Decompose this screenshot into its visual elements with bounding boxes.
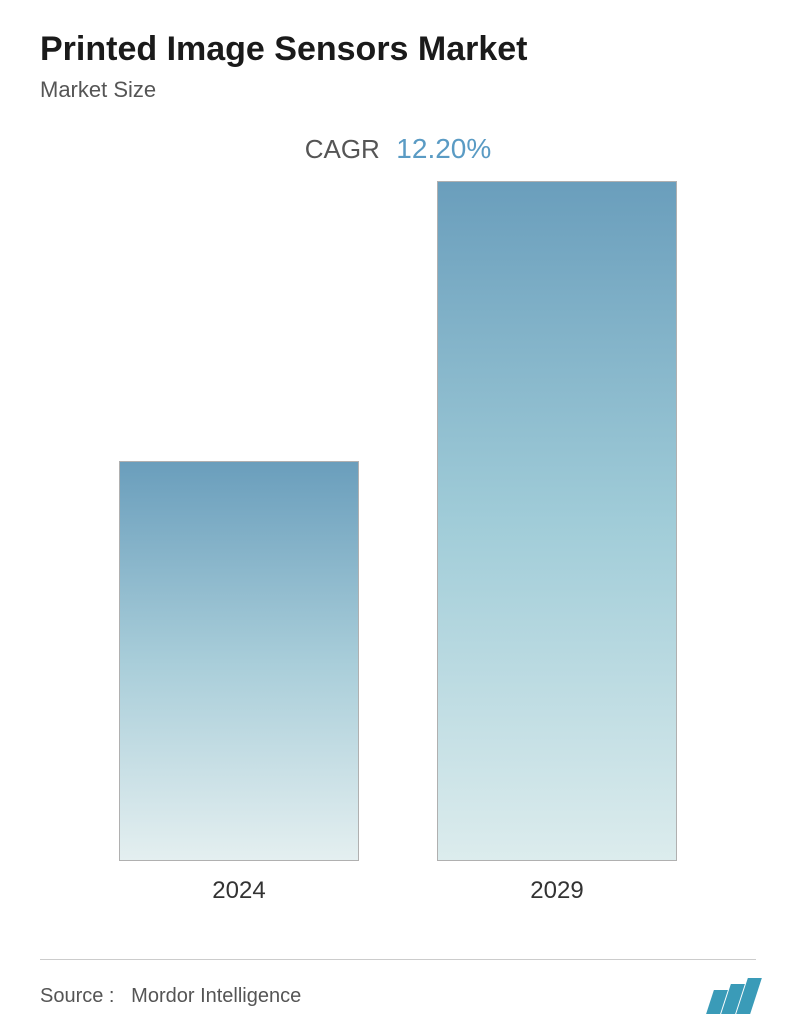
mordor-logo-icon	[710, 978, 756, 1014]
bar-2029	[437, 181, 677, 861]
source-name: Mordor Intelligence	[131, 985, 301, 1007]
bar-2024	[119, 461, 359, 861]
bar-chart: 2024 2029	[40, 205, 756, 905]
chart-subtitle: Market Size	[40, 77, 756, 103]
source-prefix: Source :	[40, 985, 114, 1007]
year-label-2024: 2024	[212, 877, 265, 905]
bar-group-2024: 2024	[119, 461, 359, 905]
cagr-row: CAGR 12.20%	[40, 133, 756, 165]
cagr-label: CAGR	[305, 134, 380, 164]
source-attribution: Source : Mordor Intelligence	[40, 985, 301, 1008]
chart-title: Printed Image Sensors Market	[40, 30, 756, 69]
cagr-value: 12.20%	[396, 133, 491, 164]
bar-group-2029: 2029	[437, 181, 677, 905]
year-label-2029: 2029	[530, 877, 583, 905]
footer: Source : Mordor Intelligence	[40, 959, 756, 1014]
